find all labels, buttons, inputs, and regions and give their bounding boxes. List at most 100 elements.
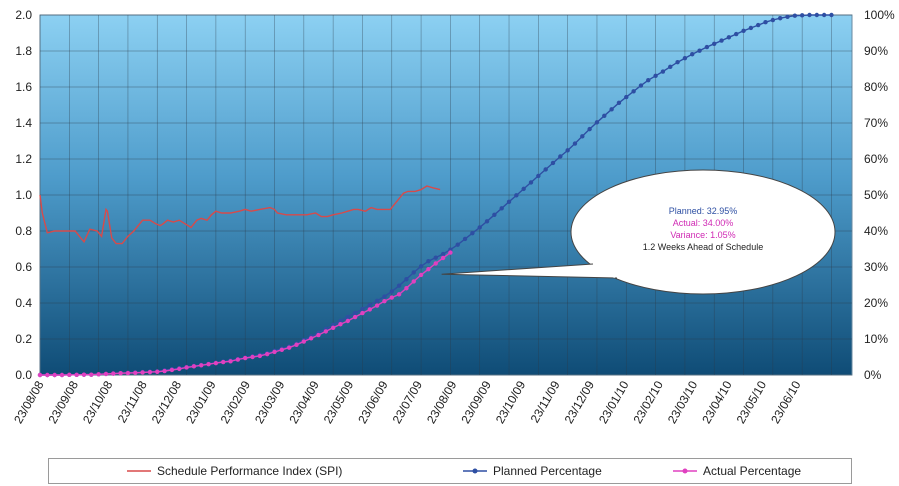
series-point-3	[316, 332, 321, 338]
series-point-3	[367, 307, 372, 312]
x-tick-label: 23/07/09	[390, 378, 426, 426]
legend: Schedule Performance Index (SPI) Planned…	[48, 458, 852, 484]
series-point-2	[638, 83, 644, 88]
series-point-2	[440, 251, 446, 257]
series-point-2	[528, 180, 534, 185]
series-point-2	[829, 12, 834, 18]
legend-line-marker-icon	[673, 468, 697, 474]
series-point-2	[726, 35, 732, 40]
series-point-2	[506, 199, 512, 205]
series-point-3	[89, 372, 94, 377]
x-tick-label: 23/12/09	[562, 378, 598, 426]
series-point-3	[264, 351, 270, 357]
series-point-2	[484, 219, 490, 224]
series-point-2	[550, 160, 556, 166]
series-point-2	[477, 225, 482, 230]
series-point-3	[74, 372, 79, 378]
y-left-tick-label: 1.0	[15, 188, 32, 202]
series-point-2	[763, 20, 768, 25]
series-point-3	[250, 354, 255, 360]
legend-label: Planned Percentage	[493, 464, 602, 478]
series-point-3	[67, 372, 72, 378]
series-point-2	[792, 13, 798, 18]
series-point-3	[140, 370, 145, 375]
series-point-3	[323, 329, 329, 334]
series-point-3	[411, 279, 416, 284]
y-left-tick-label: 0.2	[15, 332, 32, 346]
x-tick-label: 23/02/10	[630, 378, 666, 426]
series-point-3	[59, 372, 65, 378]
y-left-tick-label: 1.4	[15, 116, 32, 130]
y-right-tick-label: 100%	[864, 8, 895, 22]
y-axis-right: 0% 10% 20% 30% 40% 50% 60% 70% 80% 90% 100%	[864, 8, 895, 382]
x-tick-label: 23/09/08	[46, 378, 82, 426]
series-point-2	[587, 126, 592, 132]
series-point-3	[206, 362, 211, 367]
series-point-3	[448, 250, 453, 255]
y-left-tick-label: 1.8	[15, 44, 32, 58]
series-point-2	[389, 289, 394, 294]
callout-bubble	[570, 169, 836, 295]
series-point-3	[118, 371, 123, 376]
series-point-2	[646, 77, 651, 83]
series-group	[37, 12, 834, 378]
series-point-2	[719, 38, 724, 43]
series-point-3	[382, 299, 387, 304]
y-left-tick-label: 0.6	[15, 260, 32, 274]
series-point-2	[660, 69, 666, 74]
series-point-3	[37, 372, 43, 378]
series-point-3	[389, 295, 394, 300]
series-point-2	[565, 148, 570, 153]
series-point-2	[462, 236, 468, 242]
y-right-tick-label: 30%	[864, 260, 888, 274]
series-point-3	[374, 303, 380, 308]
series-point-2	[352, 310, 358, 316]
series-point-3	[184, 365, 189, 370]
series-point-2	[821, 12, 827, 18]
y-right-tick-label: 70%	[864, 116, 888, 130]
series-point-3	[125, 370, 131, 376]
x-tick-label: 23/06/10	[768, 378, 804, 426]
y-right-tick-label: 90%	[864, 44, 888, 58]
series-point-2	[734, 31, 739, 37]
legend-line-icon	[127, 470, 151, 472]
series-point-3	[352, 314, 358, 320]
series-point-3	[301, 339, 307, 344]
series-point-3	[242, 355, 248, 361]
y-right-tick-label: 60%	[864, 152, 888, 166]
series-point-2	[521, 186, 526, 192]
series-point-3	[169, 367, 175, 373]
series-point-3	[294, 342, 299, 347]
series-point-2	[418, 264, 424, 269]
series-point-2	[668, 64, 673, 70]
series-point-2	[433, 255, 438, 260]
series-point-3	[440, 255, 446, 261]
series-point-2	[404, 277, 409, 282]
x-tick-label: 23/01/10	[596, 378, 632, 426]
series-point-2	[499, 206, 504, 211]
x-tick-label: 23/08/09	[424, 378, 460, 426]
series-line-1	[39, 185, 441, 245]
series-point-2	[755, 22, 761, 28]
legend-line-marker-icon	[463, 468, 487, 474]
series-point-2	[704, 44, 710, 50]
legend-item-planned: Planned Percentage	[463, 459, 602, 483]
x-tick-label: 23/11/08	[115, 378, 150, 425]
series-point-2	[543, 167, 548, 172]
series-point-2	[602, 113, 607, 119]
series-point-3	[45, 372, 50, 378]
series-point-3	[235, 357, 241, 362]
y-right-tick-label: 10%	[864, 332, 888, 346]
x-tick-label: 23/12/08	[149, 378, 185, 426]
series-point-3	[308, 336, 314, 341]
series-point-2	[624, 94, 629, 100]
callout-line: Planned: 32.95%	[669, 206, 738, 216]
series-point-2	[814, 12, 820, 18]
series-point-3	[228, 359, 233, 364]
series-point-2	[426, 259, 431, 264]
x-tick-label: 23/01/09	[183, 378, 219, 426]
series-point-3	[199, 363, 204, 368]
series-point-3	[221, 359, 226, 365]
series-point-3	[418, 272, 424, 278]
